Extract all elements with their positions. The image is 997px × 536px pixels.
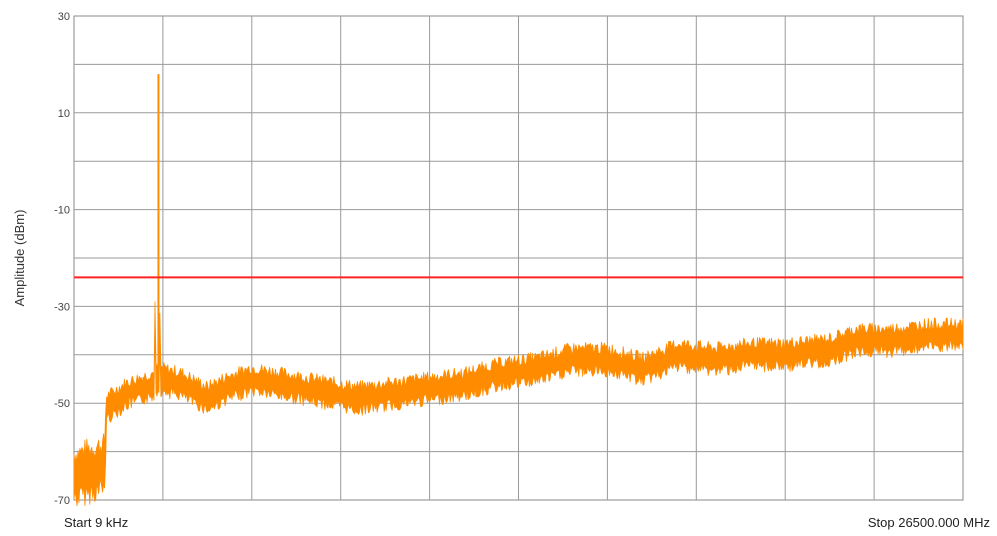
trace-band (73, 301, 964, 507)
y-tick-label: 30 (58, 11, 70, 23)
y-axis-title: Amplitude (dBm) (12, 210, 27, 307)
y-tick-label: -30 (54, 301, 70, 313)
x-stop-label: Stop 26500.000 MHz (868, 515, 990, 530)
y-tick-label: 10 (58, 108, 70, 120)
y-tick-label: -70 (54, 495, 70, 507)
y-tick-label: -50 (54, 398, 70, 410)
plot-area (73, 15, 964, 507)
x-start-label: Start 9 kHz (64, 515, 128, 530)
y-tick-label: -10 (54, 205, 70, 217)
y-tick-labels: 30 10 -10 -30 -50 -70 (54, 11, 70, 507)
